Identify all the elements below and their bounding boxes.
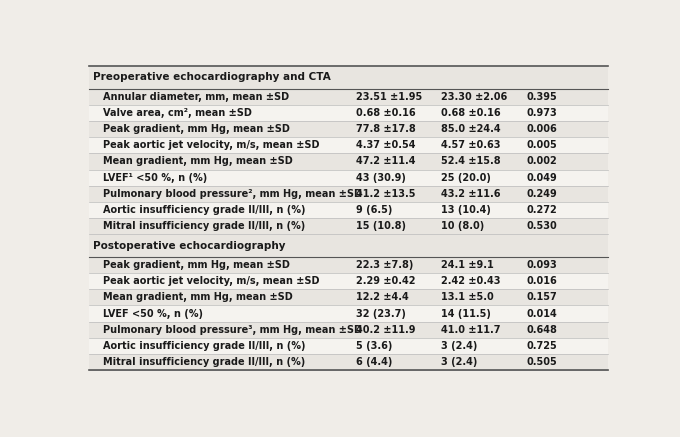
Bar xyxy=(89,66,608,89)
Bar xyxy=(89,338,608,354)
Text: 14 (11.5): 14 (11.5) xyxy=(441,309,490,319)
Bar xyxy=(89,354,608,370)
Text: Peak gradient, mm Hg, mean ±SD: Peak gradient, mm Hg, mean ±SD xyxy=(103,260,290,270)
Bar xyxy=(89,153,608,170)
Text: 41.0 ±11.7: 41.0 ±11.7 xyxy=(441,325,500,335)
Bar xyxy=(89,137,608,153)
Bar xyxy=(89,121,608,137)
Bar xyxy=(89,234,608,257)
Text: Mean gradient, mm Hg, mean ±SD: Mean gradient, mm Hg, mean ±SD xyxy=(103,156,293,166)
Text: 43 (30.9): 43 (30.9) xyxy=(356,173,406,183)
Text: 47.2 ±11.4: 47.2 ±11.4 xyxy=(356,156,416,166)
Text: 0.049: 0.049 xyxy=(526,173,558,183)
Text: 0.648: 0.648 xyxy=(526,325,558,335)
Text: 3 (2.4): 3 (2.4) xyxy=(441,341,477,351)
Text: 3 (2.4): 3 (2.4) xyxy=(441,357,477,367)
Text: 52.4 ±15.8: 52.4 ±15.8 xyxy=(441,156,500,166)
Text: 0.014: 0.014 xyxy=(526,309,558,319)
Text: Postoperative echocardiography: Postoperative echocardiography xyxy=(93,241,286,250)
Text: 0.395: 0.395 xyxy=(526,92,558,102)
Text: Peak gradient, mm Hg, mean ±SD: Peak gradient, mm Hg, mean ±SD xyxy=(103,124,290,134)
Text: 0.68 ±0.16: 0.68 ±0.16 xyxy=(356,108,416,118)
Text: Mitral insufficiency grade II/III, n (%): Mitral insufficiency grade II/III, n (%) xyxy=(103,357,306,367)
Text: 0.006: 0.006 xyxy=(526,124,558,134)
Bar xyxy=(89,305,608,322)
Text: Valve area, cm², mean ±SD: Valve area, cm², mean ±SD xyxy=(103,108,252,118)
Bar xyxy=(89,273,608,289)
Text: 25 (20.0): 25 (20.0) xyxy=(441,173,490,183)
Bar xyxy=(89,218,608,234)
Text: Peak aortic jet velocity, m/s, mean ±SD: Peak aortic jet velocity, m/s, mean ±SD xyxy=(103,140,320,150)
Text: 4.57 ±0.63: 4.57 ±0.63 xyxy=(441,140,500,150)
Text: 41.2 ±13.5: 41.2 ±13.5 xyxy=(356,189,416,199)
Text: 43.2 ±11.6: 43.2 ±11.6 xyxy=(441,189,500,199)
Bar xyxy=(89,202,608,218)
Text: 0.093: 0.093 xyxy=(526,260,558,270)
Text: 0.725: 0.725 xyxy=(526,341,558,351)
Text: Mitral insufficiency grade II/III, n (%): Mitral insufficiency grade II/III, n (%) xyxy=(103,221,306,231)
Text: LVEF <50 %, n (%): LVEF <50 %, n (%) xyxy=(103,309,203,319)
Text: 9 (6.5): 9 (6.5) xyxy=(356,205,393,215)
Text: 0.157: 0.157 xyxy=(526,292,558,302)
Text: 5 (3.6): 5 (3.6) xyxy=(356,341,393,351)
Bar xyxy=(89,289,608,305)
Text: 77.8 ±17.8: 77.8 ±17.8 xyxy=(356,124,416,134)
Text: 40.2 ±11.9: 40.2 ±11.9 xyxy=(356,325,416,335)
Text: 0.016: 0.016 xyxy=(526,276,558,286)
Text: 10 (8.0): 10 (8.0) xyxy=(441,221,484,231)
Text: 24.1 ±9.1: 24.1 ±9.1 xyxy=(441,260,494,270)
Text: 22.3 ±7.8): 22.3 ±7.8) xyxy=(356,260,413,270)
Text: 23.30 ±2.06: 23.30 ±2.06 xyxy=(441,92,507,102)
Bar xyxy=(89,170,608,186)
Bar xyxy=(89,186,608,202)
Text: 0.505: 0.505 xyxy=(526,357,558,367)
Text: LVEF¹ <50 %, n (%): LVEF¹ <50 %, n (%) xyxy=(103,173,207,183)
Text: 0.249: 0.249 xyxy=(526,189,558,199)
Text: 23.51 ±1.95: 23.51 ±1.95 xyxy=(356,92,423,102)
Text: Aortic insufficiency grade II/III, n (%): Aortic insufficiency grade II/III, n (%) xyxy=(103,341,306,351)
Text: Pulmonary blood pressure², mm Hg, mean ±SD: Pulmonary blood pressure², mm Hg, mean ±… xyxy=(103,189,362,199)
Text: 32 (23.7): 32 (23.7) xyxy=(356,309,406,319)
Text: 0.530: 0.530 xyxy=(526,221,558,231)
Text: Pulmonary blood pressure³, mm Hg, mean ±SD: Pulmonary blood pressure³, mm Hg, mean ±… xyxy=(103,325,362,335)
Text: 4.37 ±0.54: 4.37 ±0.54 xyxy=(356,140,416,150)
Bar xyxy=(89,89,608,105)
Text: 2.29 ±0.42: 2.29 ±0.42 xyxy=(356,276,416,286)
Text: 2.42 ±0.43: 2.42 ±0.43 xyxy=(441,276,500,286)
Bar xyxy=(89,322,608,338)
Bar xyxy=(89,105,608,121)
Text: 85.0 ±24.4: 85.0 ±24.4 xyxy=(441,124,500,134)
Text: Peak aortic jet velocity, m/s, mean ±SD: Peak aortic jet velocity, m/s, mean ±SD xyxy=(103,276,320,286)
Text: Aortic insufficiency grade II/III, n (%): Aortic insufficiency grade II/III, n (%) xyxy=(103,205,306,215)
Text: Mean gradient, mm Hg, mean ±SD: Mean gradient, mm Hg, mean ±SD xyxy=(103,292,293,302)
Text: 0.002: 0.002 xyxy=(526,156,558,166)
Text: Annular diameter, mm, mean ±SD: Annular diameter, mm, mean ±SD xyxy=(103,92,290,102)
Bar xyxy=(89,257,608,273)
Text: 0.272: 0.272 xyxy=(526,205,558,215)
Text: 0.68 ±0.16: 0.68 ±0.16 xyxy=(441,108,500,118)
Text: 15 (10.8): 15 (10.8) xyxy=(356,221,407,231)
Text: 6 (4.4): 6 (4.4) xyxy=(356,357,393,367)
Text: Preoperative echocardiography and CTA: Preoperative echocardiography and CTA xyxy=(93,73,331,82)
Text: 0.005: 0.005 xyxy=(526,140,558,150)
Text: 13.1 ±5.0: 13.1 ±5.0 xyxy=(441,292,494,302)
Text: 0.973: 0.973 xyxy=(526,108,558,118)
Text: 12.2 ±4.4: 12.2 ±4.4 xyxy=(356,292,409,302)
Text: 13 (10.4): 13 (10.4) xyxy=(441,205,490,215)
